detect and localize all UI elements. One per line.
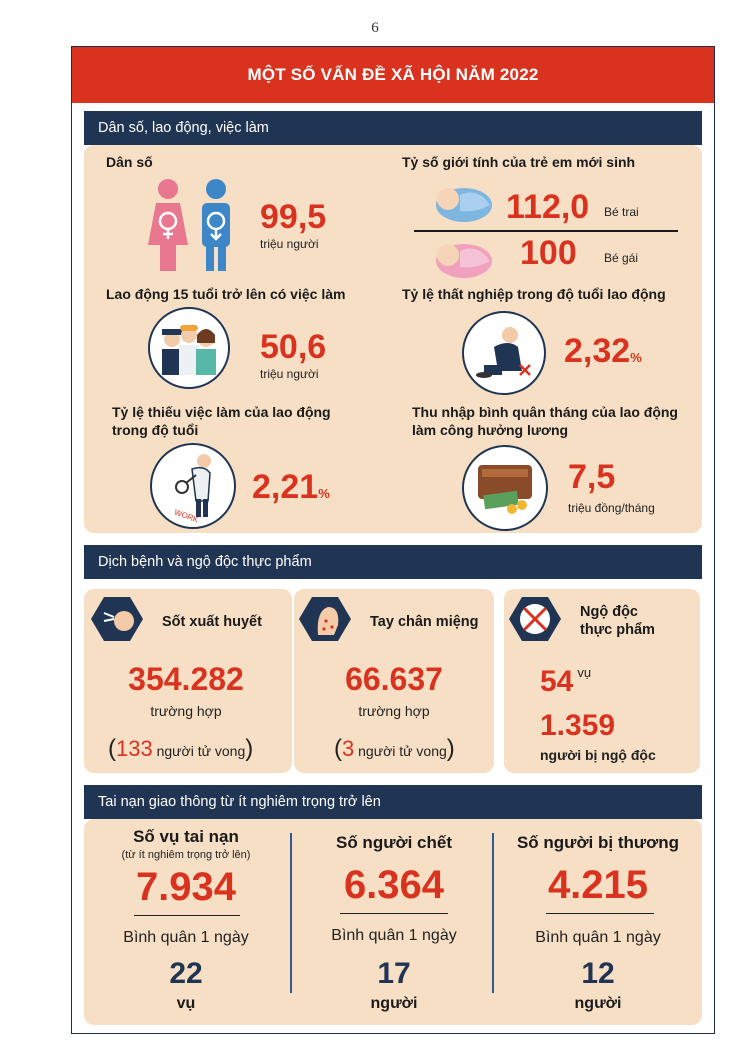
male-figure-icon — [202, 179, 230, 271]
page-number: 6 — [371, 20, 379, 36]
section-header-traffic: Tai nạn giao thông từ ít nghiêm trọng tr… — [84, 785, 702, 819]
injured-daily-unit: người — [574, 995, 622, 1012]
underemployment-label-line1: Tỷ lệ thiếu việc làm của lao động — [112, 404, 331, 420]
injured-underline — [546, 913, 654, 914]
section-header-population: Dân số, lao động, việc làm — [84, 111, 702, 145]
unemployment-value: 2,32 — [564, 332, 631, 370]
gender-figures — [148, 179, 230, 271]
unemployed-man-icon — [476, 327, 531, 378]
food-poisoning-icon — [509, 597, 561, 641]
food-poisoning-cases-unit: vụ — [577, 665, 592, 680]
income-label-line2: làm công hưởng lương — [412, 422, 569, 438]
underemployment-unit: % — [318, 486, 330, 501]
girls-label: Bé gái — [604, 251, 639, 265]
unemployment-value-row: 2,32% — [564, 333, 642, 376]
population-value: 99,5 — [260, 198, 327, 236]
income-value: 7,5 — [568, 458, 616, 496]
injured-value: 4.215 — [547, 863, 649, 907]
hand-foot-mouth-icon — [299, 597, 351, 641]
accidents-value: 7.934 — [135, 865, 237, 909]
boys-label: Bé trai — [604, 205, 639, 219]
column-divider-1 — [290, 833, 292, 993]
sex-ratio-label: Tỷ số giới tính của trẻ em mới sinh — [402, 154, 636, 170]
hfmd-deaths-text: người tử vong — [358, 743, 447, 759]
deaths-title: Số người chết — [335, 833, 452, 852]
mosquito-icon — [91, 597, 143, 641]
accidents-sub: Bình quân 1 ngày — [123, 929, 249, 946]
employed-label: Lao động 15 tuổi trở lên có việc làm — [106, 286, 346, 302]
deaths-daily: 17 — [377, 957, 411, 990]
hfmd-value: 66.637 — [345, 661, 443, 697]
population-unit: triệu người — [260, 237, 319, 251]
underemployment-value: 2,21 — [252, 468, 319, 506]
unemployed-icon-circle — [462, 311, 546, 395]
accidents-underline — [134, 915, 240, 916]
dengue-deaths-value: 133 — [116, 736, 153, 761]
employed-unit: triệu người — [260, 367, 319, 381]
wallet-icon-circle — [462, 445, 548, 531]
food-poisoning-people-value: 1.359 — [540, 709, 616, 742]
dengue-unit: trường hợp — [150, 703, 222, 719]
accidents-daily: 22 — [169, 957, 203, 990]
workers-icon — [162, 325, 216, 375]
unemployment-label: Tỷ lệ thất nghiệp trong độ tuổi lao động — [402, 286, 666, 302]
food-poisoning-people-unit: người bị ngộ độc — [540, 747, 656, 763]
underemployment-label-line2: trong độ tuổi — [112, 422, 199, 438]
income-unit: triệu đồng/tháng — [568, 501, 655, 515]
deaths-underline — [340, 913, 448, 914]
wallet-money-icon — [478, 465, 532, 514]
accidents-note: (từ ít nghiêm trọng trở lên) — [121, 849, 251, 861]
injured-title: Số người bị thương — [516, 833, 680, 852]
accidents-title: Số vụ tai nạn — [133, 827, 239, 846]
food-poisoning-title-line2: thực phẩm — [580, 622, 655, 638]
ratio-divider — [414, 230, 678, 232]
dengue-deaths: (133 người tử vong) — [108, 735, 254, 762]
underemployment-value-row: 2,21% — [252, 469, 330, 512]
dengue-deaths-text: người tử vong — [156, 743, 246, 759]
injured-sub: Bình quân 1 ngày — [535, 929, 661, 946]
deaths-value: 6.364 — [343, 863, 445, 907]
injured-daily: 12 — [581, 957, 615, 990]
deaths-sub: Bình quân 1 ngày — [331, 927, 457, 944]
baby-girl-icon — [436, 244, 492, 278]
infographic-frame: MỘT SỐ VẤN ĐỀ XÃ HỘI NĂM 2022 Dân số, la… — [71, 46, 715, 1034]
dengue-title: Sốt xuất huyết — [162, 614, 262, 630]
boys-ratio-value: 112,0 — [506, 188, 590, 226]
dengue-value: 354.282 — [128, 661, 244, 697]
section-header-disease: Dịch bệnh và ngộ độc thực phẩm — [84, 545, 702, 579]
workers-icon-circle — [148, 307, 230, 389]
population-label: Dân số — [106, 154, 153, 170]
food-poisoning-title-line1: Ngộ độc — [580, 604, 638, 620]
hfmd-deaths: (3 người tử vong) — [334, 735, 455, 762]
hfmd-title: Tay chân miệng — [370, 614, 479, 630]
magnifier-man-icon: WORK — [173, 454, 211, 525]
magnifier-icon-circle: WORK — [150, 443, 236, 529]
hfmd-unit: trường hợp — [358, 703, 430, 719]
accidents-daily-unit: vụ — [176, 995, 196, 1012]
deaths-daily-unit: người — [370, 995, 418, 1012]
page-title: MỘT SỐ VẤN ĐỀ XÃ HỘI NĂM 2022 — [72, 47, 714, 103]
traffic-panel — [84, 819, 702, 1025]
female-figure-icon — [148, 179, 188, 271]
income-label-line1: Thu nhập bình quân tháng của lao động — [412, 404, 678, 420]
unemployment-unit: % — [630, 350, 642, 365]
food-poisoning-cases: 54 vụ — [540, 665, 591, 699]
baby-boy-icon — [436, 188, 492, 222]
hfmd-deaths-value: 3 — [342, 736, 355, 761]
employed-value: 50,6 — [260, 328, 327, 366]
food-poisoning-cases-value: 54 — [540, 665, 574, 698]
column-divider-2 — [492, 833, 494, 993]
girls-ratio-value: 100 — [520, 234, 577, 272]
